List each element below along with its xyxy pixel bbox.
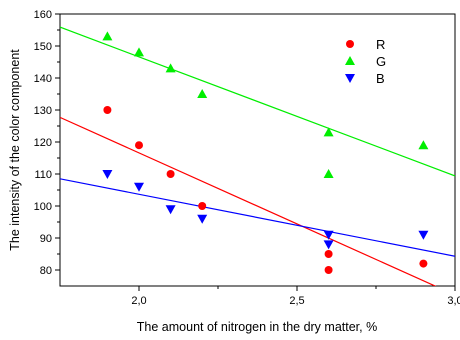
point-g (102, 31, 113, 41)
y-tick-label: 140 (34, 73, 52, 85)
point-g (323, 127, 334, 137)
point-b (134, 182, 144, 192)
y-tick-label: 90 (40, 233, 52, 245)
point-g (323, 169, 334, 178)
y-tick-label: 120 (34, 137, 52, 149)
y-tick-label: 130 (34, 105, 52, 117)
point-r (324, 266, 333, 274)
legend-marker-b (345, 74, 355, 83)
point-g (134, 47, 144, 57)
y-tick-label: 100 (34, 201, 52, 213)
trend-line-g (60, 26, 455, 177)
y-tick-label: 110 (34, 169, 52, 181)
y-tick-label: 150 (34, 41, 52, 53)
point-b (197, 214, 208, 224)
trend-line-r (60, 116, 437, 286)
point-g (197, 89, 208, 98)
y-tick-label: 160 (34, 9, 52, 21)
point-g (165, 63, 176, 73)
point-r (166, 170, 175, 178)
point-r (135, 141, 143, 150)
x-tick-label: 2,0 (131, 295, 146, 307)
point-b (165, 205, 176, 215)
trend-lines (60, 26, 455, 286)
trend-line-b (60, 178, 455, 257)
y-tick-label: 80 (40, 265, 52, 277)
legend-label-g: G (376, 54, 386, 69)
axis-ticks: 2,0 2,5 3,0 80 90 100 110 120 130 140 150 160 (34, 9, 460, 307)
y-axis-title: The intensity of the color component (8, 49, 22, 251)
legend: RGB (345, 37, 386, 86)
point-b (323, 240, 334, 250)
point-b (102, 170, 113, 179)
legend-label-b: B (376, 71, 385, 86)
point-g (418, 140, 429, 150)
point-b (323, 230, 334, 240)
x-tick-label: 2,5 (289, 295, 304, 307)
point-r (324, 250, 333, 258)
data-markers (102, 31, 429, 274)
legend-marker-g (345, 56, 355, 65)
point-b (418, 230, 429, 240)
x-axis-title: The amount of nitrogen in the dry matter… (137, 320, 377, 334)
legend-label-r: R (376, 37, 385, 52)
legend-marker-r (346, 40, 354, 48)
point-r (419, 259, 428, 268)
x-tick-label: 3,0 (447, 295, 460, 307)
point-r (103, 106, 112, 114)
point-r (198, 202, 207, 210)
plot-frame (59, 13, 456, 287)
